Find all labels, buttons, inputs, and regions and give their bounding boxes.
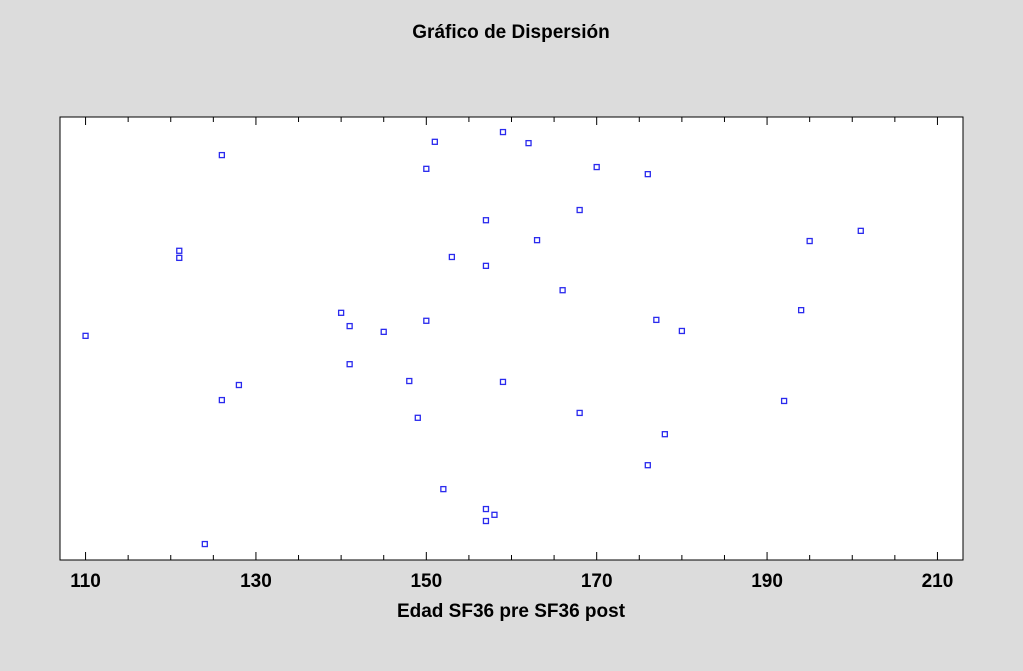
point: [499, 378, 507, 386]
point: [661, 431, 668, 438]
point: [482, 262, 490, 269]
x-tick-label: 110: [70, 571, 101, 592]
point: [406, 377, 413, 385]
point: [559, 287, 566, 294]
point: [423, 317, 430, 324]
point: [482, 517, 490, 525]
point: [346, 322, 353, 330]
point: [525, 139, 532, 147]
point: [533, 237, 541, 244]
point: [593, 163, 600, 171]
point: [780, 397, 788, 405]
point: [176, 247, 183, 254]
point: [499, 128, 507, 136]
plot-area: [59, 116, 964, 561]
x-tick-label: 170: [581, 571, 613, 592]
point: [576, 206, 583, 214]
point: [380, 328, 387, 336]
point: [806, 237, 813, 245]
point: [201, 540, 208, 548]
point: [218, 151, 226, 159]
point: [482, 505, 490, 513]
x-tick-label: 150: [410, 571, 442, 592]
point: [576, 409, 583, 417]
point: [414, 414, 421, 421]
point: [337, 309, 345, 316]
point: [857, 227, 864, 235]
point: [678, 327, 686, 335]
point: [235, 381, 243, 389]
point: [218, 396, 226, 404]
point: [644, 462, 651, 469]
point: [176, 254, 183, 262]
point: [644, 170, 651, 178]
chart-title: Gráfico de Dispersión: [412, 22, 609, 43]
point: [653, 316, 660, 324]
x-tick-label: 190: [751, 571, 783, 592]
point: [482, 217, 490, 224]
x-axis-label: Edad SF36 pre SF36 post: [397, 601, 626, 622]
point: [431, 138, 438, 145]
point: [797, 306, 805, 314]
point: [82, 332, 89, 339]
point: [448, 253, 456, 261]
point: [440, 485, 447, 493]
x-tick-label: 130: [240, 571, 272, 592]
point: [423, 165, 430, 172]
point: [491, 511, 498, 518]
point: [346, 361, 353, 368]
x-tick-label: 210: [922, 571, 954, 592]
